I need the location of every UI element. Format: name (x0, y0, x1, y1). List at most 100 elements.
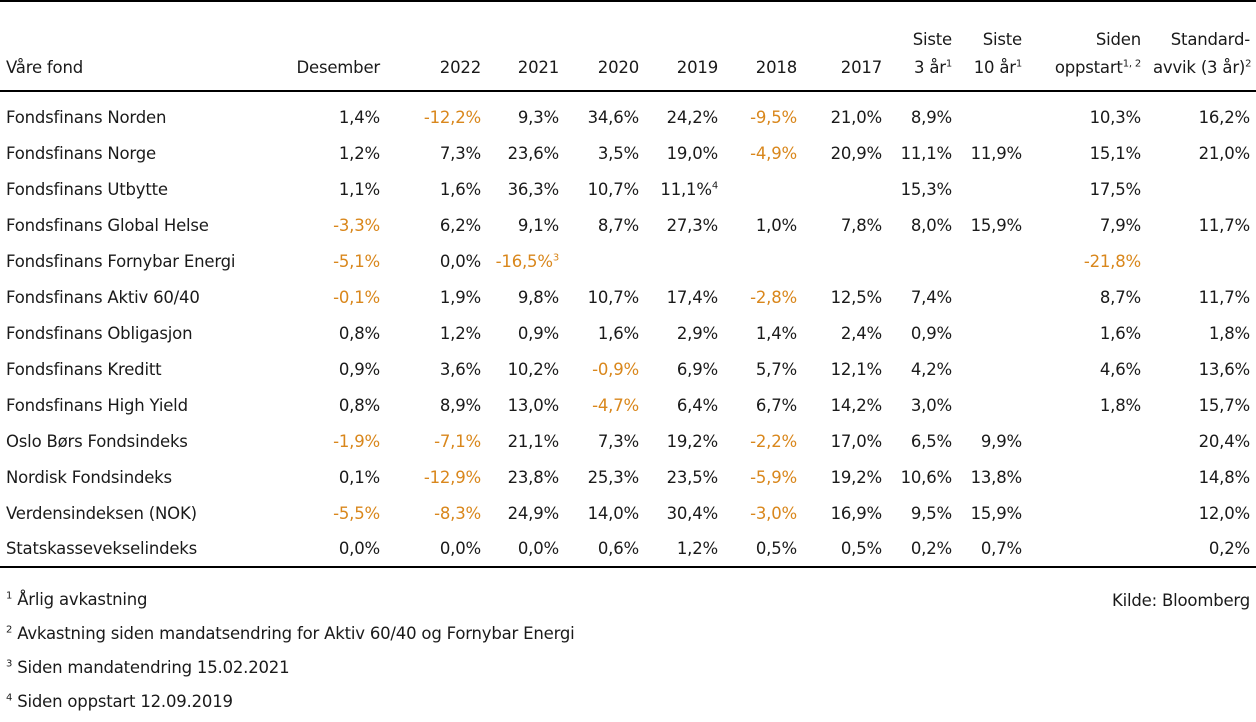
cell-2017: 7,8% (803, 207, 888, 243)
footnotes: 1 Årlig avkastning 2 Avkastning siden ma… (6, 586, 575, 722)
cell-value: 19,2% (666, 431, 719, 451)
cell-last-10-years (958, 315, 1028, 351)
fund-name: Fondsfinans Aktiv 60/40 (6, 287, 200, 307)
cell-value: -2,8% (750, 287, 797, 307)
fund-name: Fondsfinans Kreditt (6, 359, 162, 379)
cell-std-dev: 21,0% (1147, 135, 1256, 171)
cell-since-start (1028, 423, 1147, 459)
cell-value: 27,3% (666, 215, 719, 235)
cell-value: 15,1% (1089, 143, 1142, 163)
cell-std-dev: 11,7% (1147, 207, 1256, 243)
cell-value: 9,8% (517, 287, 559, 307)
cell-2017: 2,4% (803, 315, 888, 351)
fund-name: Fondsfinans Global Helse (6, 215, 209, 235)
cell-value: 23,8% (507, 467, 560, 487)
cell-2022: 1,6% (386, 171, 487, 207)
cell-2020: 10,7% (565, 171, 645, 207)
cell-value: 7,3% (439, 143, 481, 163)
cell-value: 13,8% (970, 467, 1023, 487)
cell-value: 23,6% (507, 143, 560, 163)
cell-2021: 13,0% (487, 387, 565, 423)
fund-name: Nordisk Fondsindeks (6, 467, 172, 487)
cell-value: 14,8% (1198, 467, 1251, 487)
cell-value: -3,0% (750, 503, 797, 523)
cell-value: 1,9% (439, 287, 481, 307)
cell-value: 10,7% (587, 287, 640, 307)
cell-value: 17,0% (830, 431, 883, 451)
header-2017: 2017 (803, 0, 888, 92)
cell-value: 12,5% (830, 287, 883, 307)
cell-std-dev (1147, 171, 1256, 207)
cell-2021: 10,2% (487, 351, 565, 387)
cell-2019: 6,4% (645, 387, 724, 423)
cell-value: -5,5% (333, 503, 380, 523)
cell-2018: 5,7% (724, 351, 803, 387)
cell-value: -5,1% (333, 251, 380, 271)
cell-value: 6,4% (676, 395, 718, 415)
cell-footnote-marker: 4 (711, 180, 718, 191)
cell-since-start: 1,6% (1028, 315, 1147, 351)
cell-value: -4,9% (750, 143, 797, 163)
cell-2021: 23,6% (487, 135, 565, 171)
fund-returns-table: Våre fond Desember 2022 2021 2020 2019 2… (0, 0, 1256, 568)
cell-last-10-years (958, 351, 1028, 387)
cell-last-3-years: 0,2% (888, 531, 958, 568)
cell-value: 19,2% (830, 467, 883, 487)
cell-2017: 12,5% (803, 279, 888, 315)
cell-2020 (565, 243, 645, 279)
cell-2017: 14,2% (803, 387, 888, 423)
header-2020: 2020 (565, 0, 645, 92)
cell-2021: 9,3% (487, 99, 565, 135)
cell-value: -12,9% (423, 467, 481, 487)
header-2018: 2018 (724, 0, 803, 92)
cell-2018: 1,0% (724, 207, 803, 243)
cell-value: 3,0% (910, 395, 952, 415)
cell-value: 15,9% (970, 503, 1023, 523)
cell-value: 15,3% (900, 179, 953, 199)
cell-value: 9,3% (517, 107, 559, 127)
cell-value: 0,9% (517, 323, 559, 343)
cell-2020: -0,9% (565, 351, 645, 387)
cell-last-3-years: 6,5% (888, 423, 958, 459)
cell-since-start: 1,8% (1028, 387, 1147, 423)
cell-2021: 23,8% (487, 459, 565, 495)
cell-value: 1,6% (1099, 323, 1141, 343)
cell-value: 15,9% (970, 215, 1023, 235)
cell-value: 0,9% (338, 359, 380, 379)
cell-value: 6,7% (755, 395, 797, 415)
cell-value: 0,0% (439, 539, 481, 558)
cell-2022: 6,2% (386, 207, 487, 243)
cell-value: 9,5% (910, 503, 952, 523)
cell-value: 1,1% (338, 179, 380, 199)
cell-december: 1,1% (256, 171, 386, 207)
cell-value: -0,1% (333, 287, 380, 307)
cell-value: -4,7% (592, 395, 639, 415)
cell-since-start: 8,7% (1028, 279, 1147, 315)
cell-2018: -5,9% (724, 459, 803, 495)
table-body: Fondsfinans Norden 1,4% -12,2% 9,3% 34,6% 24,… (0, 91, 1256, 568)
cell-value: 8,7% (1099, 287, 1141, 307)
cell-value: 2,4% (840, 323, 882, 343)
cell-value: 0,1% (338, 467, 380, 487)
cell-december: -0,1% (256, 279, 386, 315)
cell-value: 4,2% (910, 359, 952, 379)
cell-last-3-years: 11,1% (888, 135, 958, 171)
cell-value: 8,9% (439, 395, 481, 415)
cell-value: 36,3% (507, 179, 560, 199)
cell-value: 23,5% (666, 467, 719, 487)
cell-2017: 19,2% (803, 459, 888, 495)
table-row: Fondsfinans Norden 1,4% -12,2% 9,3% 34,6% 24,… (0, 99, 1256, 135)
cell-2018 (724, 171, 803, 207)
header-row: Våre fond Desember 2022 2021 2020 2019 2… (0, 0, 1256, 92)
header-std-dev: Standard- avvik (3 år)2 (1147, 0, 1256, 92)
cell-2019: 2,9% (645, 315, 724, 351)
cell-value: 1,4% (338, 107, 380, 127)
cell-value: 0,2% (910, 539, 952, 558)
cell-2021: 0,0% (487, 531, 565, 568)
table-row: Fondsfinans High Yield 0,8% 8,9% 13,0% -4,7%… (0, 387, 1256, 423)
header-2021: 2021 (487, 0, 565, 92)
cell-last-3-years (888, 243, 958, 279)
cell-value: 14,0% (587, 503, 640, 523)
cell-december: 1,4% (256, 99, 386, 135)
